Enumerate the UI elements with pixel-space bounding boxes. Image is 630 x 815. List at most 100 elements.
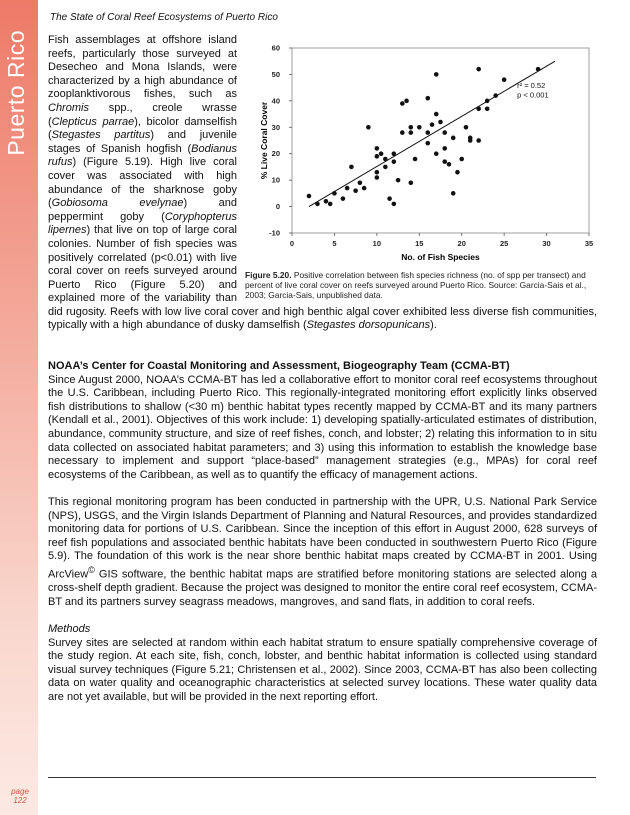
chart: -10 0 10 20 30 40 50 60 0 5 10 15 20 25 30 35 No. of Fis… bbox=[259, 44, 593, 263]
text-run: ) and juvenile stages of Spanish hogfish… bbox=[48, 129, 237, 155]
italic-text: Stegastes partitus bbox=[51, 129, 151, 142]
data-point bbox=[535, 66, 541, 72]
x-axis-label: No. of Fish Species bbox=[401, 252, 480, 262]
text-run: GIS software, the benthic habitat maps a… bbox=[48, 568, 597, 608]
data-point bbox=[463, 124, 469, 130]
y-tick-label: 30 bbox=[272, 123, 280, 132]
x-tick-label: 25 bbox=[500, 239, 508, 248]
section-heading: NOAA’s Center for Coastal Monitoring and… bbox=[48, 360, 510, 373]
data-point bbox=[442, 130, 448, 135]
annotation: p < 0.001 bbox=[517, 90, 549, 99]
data-point bbox=[438, 119, 443, 125]
data-point bbox=[327, 201, 333, 207]
page-word: page bbox=[11, 787, 29, 796]
data-point bbox=[374, 154, 380, 159]
data-point bbox=[349, 164, 354, 170]
trend-line bbox=[308, 60, 556, 208]
data-point bbox=[391, 201, 397, 207]
y-axis-label: % Live Coral Cover bbox=[259, 101, 269, 179]
data-point bbox=[429, 122, 435, 127]
annotation: r² = 0.52 bbox=[517, 81, 545, 90]
data-point bbox=[306, 193, 312, 199]
sup-text: © bbox=[88, 564, 95, 575]
data-point bbox=[366, 124, 371, 130]
text-run: Since August 2000, NOAA’s CCMA-BT has le… bbox=[48, 373, 597, 481]
x-tick-label: 30 bbox=[542, 239, 550, 248]
data-point bbox=[344, 185, 350, 191]
data-point bbox=[391, 159, 397, 164]
data-point bbox=[400, 101, 405, 106]
data-point bbox=[361, 185, 367, 191]
data-point bbox=[433, 111, 439, 117]
data-point bbox=[332, 191, 337, 196]
data-point bbox=[404, 98, 409, 104]
paragraph: This regional monitoring program has bee… bbox=[48, 496, 597, 609]
data-point bbox=[425, 95, 431, 101]
data-point bbox=[493, 93, 498, 98]
paragraph: Survey sites are selected at random with… bbox=[48, 637, 597, 705]
methods-heading: Methods bbox=[48, 623, 91, 635]
text-run: ) and peppermint goby ( bbox=[48, 197, 237, 223]
data-point bbox=[433, 72, 439, 77]
x-tick-label: 5 bbox=[332, 239, 336, 248]
italic-text: Gobiosoma evelynae bbox=[51, 197, 184, 210]
data-point bbox=[412, 156, 418, 162]
bold-text: Figure 5.20. bbox=[245, 270, 292, 280]
data-point bbox=[340, 196, 346, 201]
data-point bbox=[323, 198, 329, 204]
data-point bbox=[315, 201, 320, 207]
data-point bbox=[374, 146, 380, 151]
text-run: Fish assemblages at offshore island reef… bbox=[48, 34, 237, 101]
data-point bbox=[353, 188, 358, 194]
text-run: ). bbox=[430, 319, 437, 332]
italic-text: Chromis bbox=[48, 101, 89, 114]
data-point bbox=[476, 138, 481, 143]
running-title: The State of Coral Reef Ecosystems of Pu… bbox=[50, 12, 278, 23]
data-point bbox=[383, 164, 388, 170]
text-run: Survey sites are selected at random with… bbox=[48, 636, 597, 703]
y-tick-label: 20 bbox=[272, 149, 280, 158]
text-run: This regional monitoring program has bee… bbox=[48, 496, 597, 581]
data-point bbox=[450, 135, 456, 141]
text-run: ) (Figure 5.19). High live coral cover w… bbox=[48, 156, 237, 210]
data-point bbox=[442, 159, 448, 164]
y-tick-label: 0 bbox=[276, 202, 280, 211]
data-point bbox=[374, 175, 380, 180]
figure: -10 0 10 20 30 40 50 60 0 5 10 15 20 25 30 35 No. of Fis… bbox=[245, 36, 597, 301]
data-point bbox=[433, 151, 439, 157]
data-point bbox=[374, 169, 380, 175]
text-run: Positive correlation between fish specie… bbox=[245, 270, 587, 301]
y-tick-label: 50 bbox=[272, 70, 280, 79]
x-tick-label: 15 bbox=[415, 239, 423, 248]
paragraph: Fish assemblages at offshore island reef… bbox=[48, 34, 597, 333]
data-point bbox=[387, 196, 392, 201]
data-point bbox=[459, 156, 465, 162]
text-run: spp., creole wrasse ( bbox=[48, 101, 237, 128]
data-point bbox=[383, 156, 388, 162]
data-point bbox=[357, 180, 363, 186]
main-text: -10 0 10 20 30 40 50 60 0 5 10 15 20 25 30 35 No. of Fis… bbox=[48, 34, 597, 705]
plot-frame bbox=[291, 47, 590, 234]
italic-text: Coryphopterus lipernes bbox=[48, 210, 237, 237]
data-point bbox=[455, 169, 460, 175]
data-point bbox=[467, 138, 473, 143]
x-tick-label: 10 bbox=[373, 239, 381, 248]
text-run: ), bicolor damselfish ( bbox=[48, 115, 237, 142]
data-point bbox=[446, 161, 452, 167]
x-tick-label: 20 bbox=[458, 239, 466, 248]
y-tick-label: 40 bbox=[272, 96, 280, 105]
sidebar: Puerto Rico page 122 bbox=[0, 0, 38, 815]
page-label: page 122 bbox=[6, 787, 34, 805]
data-point bbox=[425, 130, 431, 135]
data-point bbox=[408, 124, 414, 130]
x-tick-label: 35 bbox=[585, 239, 593, 248]
x-tick-label: 0 bbox=[290, 239, 294, 248]
data-point bbox=[484, 106, 490, 112]
italic-text: Bodianus rufus bbox=[48, 142, 237, 169]
y-tick-label: 60 bbox=[272, 44, 280, 53]
data-point bbox=[476, 106, 481, 112]
footer-rule bbox=[48, 777, 596, 778]
data-point bbox=[391, 151, 397, 157]
italic-text: Stegastes dorsopunicans bbox=[306, 319, 431, 332]
text-run: ) that live on top of large coral coloni… bbox=[48, 224, 597, 332]
